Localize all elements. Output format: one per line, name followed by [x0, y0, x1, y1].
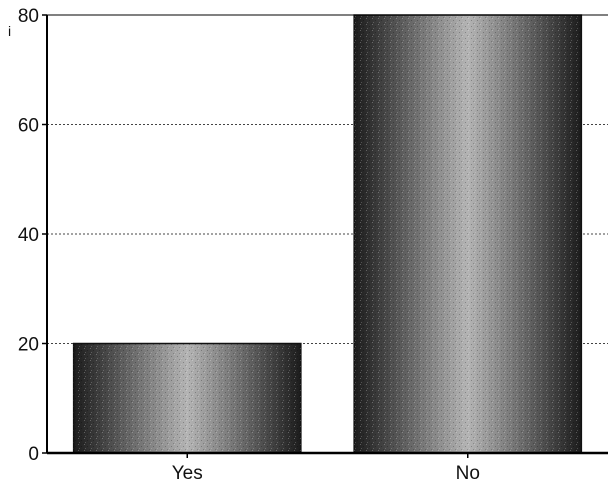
x-tick-label: No [456, 463, 480, 484]
bar-texture-yes [73, 343, 301, 453]
bars [72, 14, 583, 454]
y-tick-label: 0 [28, 444, 39, 465]
y-tick-label: 20 [18, 335, 39, 356]
tick-labels: 0 20 40 60 80 Yes No [18, 6, 480, 484]
y-tick-label: 60 [18, 116, 39, 137]
y-tick-label: 80 [18, 6, 39, 27]
bar-texture-no [354, 15, 582, 453]
y-tick-label: 40 [18, 225, 39, 246]
x-tick-label: Yes [172, 463, 203, 484]
axes [42, 14, 608, 458]
stray-mark-text: i [8, 23, 11, 39]
